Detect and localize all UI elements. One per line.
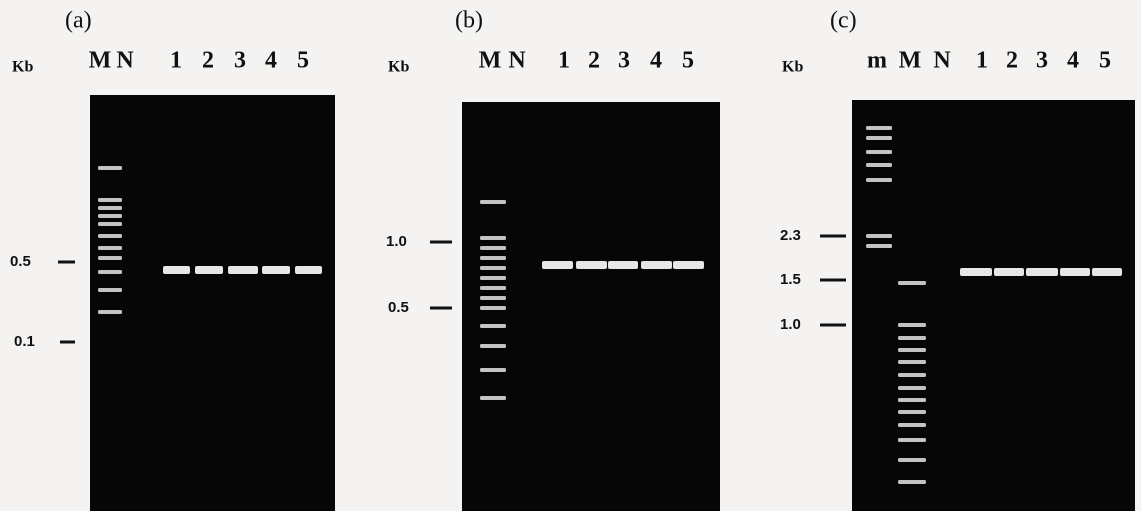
lane-label: 4 <box>265 48 277 74</box>
size-marker: 1.0 <box>780 316 801 333</box>
lane-label: 3 <box>234 48 246 74</box>
ladder-band <box>98 198 122 202</box>
size-marker: 1.0 <box>386 233 407 250</box>
sample-band <box>608 261 638 269</box>
ladder-band <box>898 398 926 402</box>
ladder-band <box>480 396 506 400</box>
ladder-band <box>98 166 122 170</box>
lane-label: M <box>89 48 112 74</box>
ladder-band <box>866 178 892 182</box>
size-marker: 0.1 <box>14 333 35 350</box>
sample-band <box>576 261 607 269</box>
lane-label: 1 <box>170 48 182 74</box>
sample-band <box>673 261 704 269</box>
lane-label: 5 <box>1099 48 1111 74</box>
ladder-band <box>98 214 122 218</box>
lane-label: 2 <box>1006 48 1018 74</box>
sample-band <box>163 266 190 274</box>
ladder-band <box>898 480 926 484</box>
ladder-band <box>866 136 892 140</box>
lane-label: 2 <box>588 48 600 74</box>
sample-band <box>228 266 258 274</box>
lane-label: m <box>867 48 887 74</box>
ladder-band <box>480 266 506 270</box>
ladder-band <box>480 236 506 240</box>
ladder-band <box>480 324 506 328</box>
ladder-band <box>98 234 122 238</box>
ladder-band <box>898 281 926 285</box>
ladder-band <box>898 360 926 364</box>
lane-label: N <box>116 48 134 74</box>
sample-band <box>960 268 992 276</box>
ladder-band <box>898 386 926 390</box>
gel <box>90 95 335 511</box>
ladder-band <box>480 256 506 260</box>
ladder-band <box>480 276 506 280</box>
ladder-band <box>898 336 926 340</box>
ladder-band <box>98 222 122 226</box>
sample-band <box>195 266 223 274</box>
lane-label: M <box>899 48 922 74</box>
size-marker: 1.5 <box>780 271 801 288</box>
size-marker: 2.3 <box>780 227 801 244</box>
lane-label: 3 <box>618 48 630 74</box>
lane-label: N <box>508 48 526 74</box>
lane-label: 5 <box>682 48 694 74</box>
sample-band <box>641 261 672 269</box>
sample-band <box>1026 268 1058 276</box>
ladder-band <box>98 270 122 274</box>
ladder-band <box>98 310 122 314</box>
size-marker: 0.5 <box>388 299 409 316</box>
ladder-band <box>898 348 926 352</box>
lane-label: 2 <box>202 48 214 74</box>
lane-label: 1 <box>976 48 988 74</box>
ladder-band <box>480 344 506 348</box>
ladder-band <box>480 296 506 300</box>
panel-label: (a) <box>65 8 92 34</box>
ladder-band <box>98 206 122 210</box>
ladder-band <box>480 200 506 204</box>
sample-band <box>262 266 290 274</box>
ladder-band <box>898 323 926 327</box>
lane-label: M <box>479 48 502 74</box>
lane-label: 1 <box>558 48 570 74</box>
ladder-band <box>480 246 506 250</box>
unit-label: Kb <box>782 59 803 76</box>
ladder-band <box>480 306 506 310</box>
sample-band <box>1060 268 1090 276</box>
sample-band <box>542 261 573 269</box>
unit-label: Kb <box>12 59 33 76</box>
ladder-band <box>98 288 122 292</box>
ladder-band <box>866 234 892 238</box>
ladder-band <box>898 438 926 442</box>
ladder-band <box>98 246 122 250</box>
ladder-band <box>866 244 892 248</box>
ladder-band <box>480 286 506 290</box>
sample-band <box>295 266 322 274</box>
lane-label: 3 <box>1036 48 1048 74</box>
ladder-band <box>866 163 892 167</box>
lane-label: N <box>933 48 951 74</box>
lane-label: 4 <box>1067 48 1079 74</box>
lane-label: 5 <box>297 48 309 74</box>
sample-band <box>994 268 1024 276</box>
lane-label: 4 <box>650 48 662 74</box>
size-marker: 0.5 <box>10 253 31 270</box>
panel-label: (c) <box>830 8 857 34</box>
ladder-band <box>898 458 926 462</box>
ladder-band <box>480 368 506 372</box>
ladder-band <box>898 373 926 377</box>
ladder-band <box>98 256 122 260</box>
ladder-band <box>898 423 926 427</box>
ladder-band <box>898 410 926 414</box>
ladder-band <box>866 126 892 130</box>
panel-label: (b) <box>455 8 483 34</box>
gel-figure: (a)KbMN123450.50.1(b)KbMN123451.00.5(c)K… <box>0 0 1141 511</box>
gel <box>852 100 1135 511</box>
ladder-band <box>866 150 892 154</box>
sample-band <box>1092 268 1122 276</box>
unit-label: Kb <box>388 59 409 76</box>
